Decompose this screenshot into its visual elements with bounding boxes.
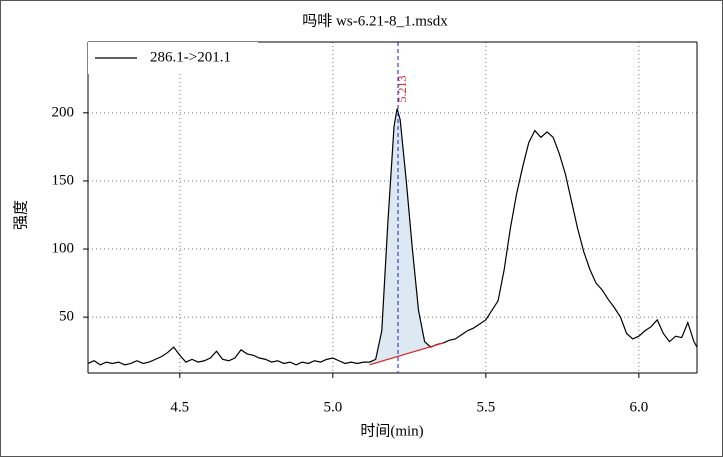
peak-area <box>369 108 443 365</box>
y-tick-label: 100 <box>52 240 75 256</box>
chart-title: 吗啡 ws-6.21-8_1.msdx <box>302 12 448 29</box>
series-line <box>87 108 698 366</box>
x-tick-label: 5.0 <box>323 399 342 415</box>
y-axis-label: 强度 <box>12 200 29 230</box>
x-tick-label: 4.5 <box>170 399 189 415</box>
y-tick-label: 50 <box>59 309 74 325</box>
peak-label: 5.213 <box>395 76 409 103</box>
x-axis-label: 时间(min) <box>360 422 423 439</box>
x-tick-label: 6.0 <box>629 399 648 415</box>
legend-label: 286.1->201.1 <box>150 49 231 65</box>
integration-baseline <box>369 342 444 366</box>
y-tick-label: 200 <box>52 104 75 120</box>
x-tick-label: 5.5 <box>476 399 495 415</box>
y-tick-label: 150 <box>52 172 75 188</box>
